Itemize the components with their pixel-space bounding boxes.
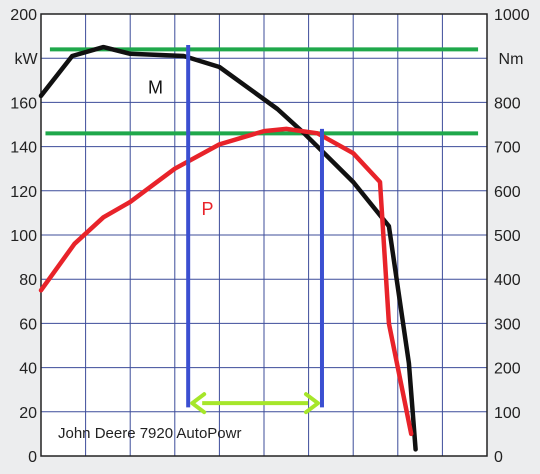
series-label-m: M	[148, 78, 163, 98]
left-tick-label: 160	[10, 95, 37, 112]
right-tick-label: 700	[494, 140, 521, 157]
series-label-p: P	[202, 199, 214, 219]
speed-range-arrow	[190, 392, 320, 415]
marker-lines	[186, 44, 324, 408]
arrow-head-right	[303, 392, 320, 415]
series-annotations: MP	[148, 78, 214, 220]
left-tick-label: 60	[19, 316, 37, 333]
left-axis-unit: kW	[14, 51, 38, 68]
left-tick-label: 20	[19, 405, 37, 422]
right-tick-label: 800	[494, 95, 521, 112]
left-tick-label: 80	[19, 272, 37, 289]
left-tick-label: 100	[10, 228, 37, 245]
chart-caption: John Deere 7920 AutoPowr	[58, 425, 241, 442]
left-tick-label: 120	[10, 184, 37, 201]
right-tick-label: 400	[494, 272, 521, 289]
series-line-m	[38, 44, 418, 452]
plot-frame	[40, 13, 488, 457]
right-tick-label: 200	[494, 361, 521, 378]
right-tick-label: 300	[494, 316, 521, 333]
right-axis-ticks: 0 100 200 300 400 500 600 700 800 1000	[494, 7, 530, 466]
right-tick-label: 0	[494, 449, 503, 466]
right-tick-label: 100	[494, 405, 521, 422]
series-lines	[38, 44, 418, 452]
left-tick-label: 200	[10, 7, 37, 24]
right-tick-label: 500	[494, 228, 521, 245]
left-tick-label: 40	[19, 361, 37, 378]
left-tick-label: 140	[10, 140, 37, 157]
left-axis-ticks: 0 20 40 60 80 100 120 140 160 200	[10, 7, 37, 466]
left-tick-label: 0	[28, 449, 37, 466]
right-axis-unit: Nm	[499, 51, 524, 68]
right-tick-label: 600	[494, 184, 521, 201]
arrow-head-left	[190, 392, 207, 415]
right-tick-label: 1000	[494, 7, 530, 24]
series-line-p	[38, 126, 414, 437]
